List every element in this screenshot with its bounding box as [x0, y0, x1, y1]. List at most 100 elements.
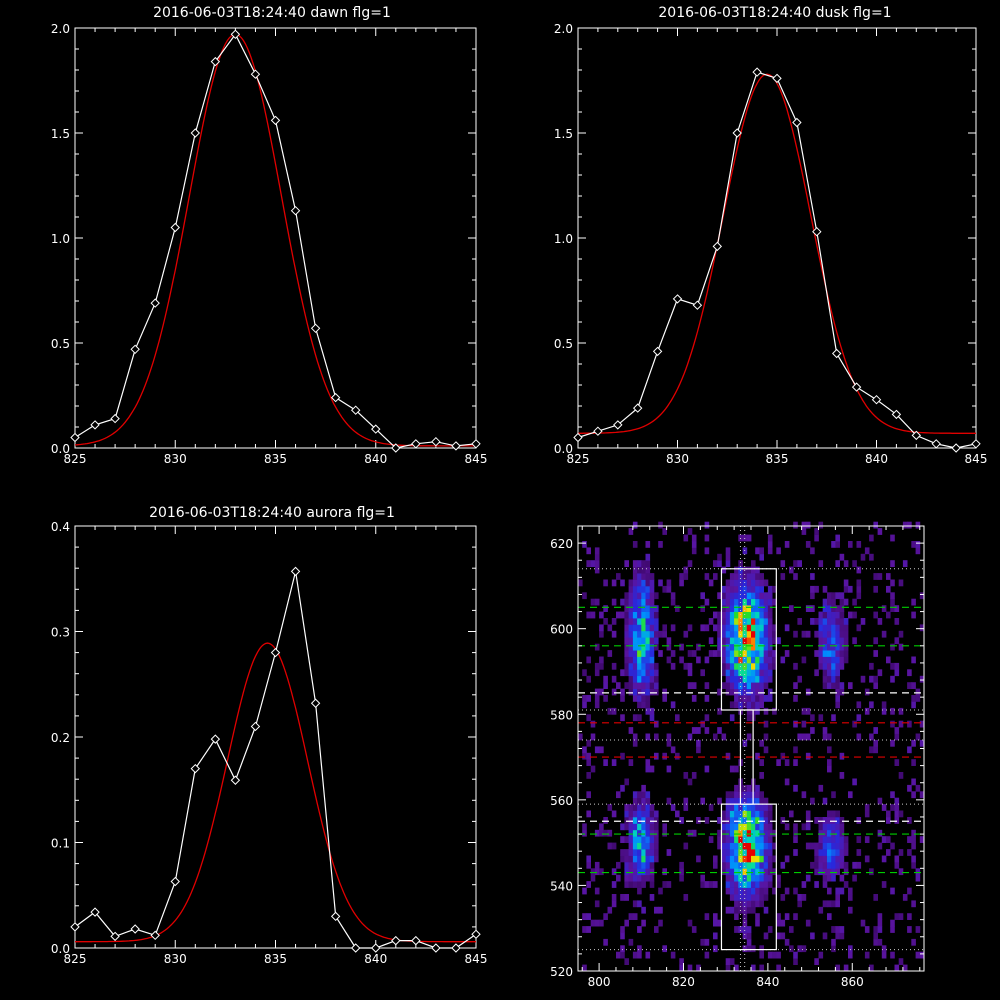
image-pixel — [869, 675, 874, 683]
image-pixel — [649, 842, 655, 850]
image-pixel — [839, 656, 845, 664]
dusk-panel: 2016-06-03T18:24:40 dusk flg=1 825 830 835… — [554, 5, 988, 466]
image-pixel — [645, 605, 651, 612]
image-pixel — [734, 650, 739, 657]
image-pixel — [835, 855, 840, 863]
image-pixel — [586, 739, 591, 747]
image-pixel — [746, 887, 752, 895]
image-pixel — [822, 932, 828, 940]
image-pixel — [864, 707, 870, 715]
image-pixel — [725, 868, 731, 876]
image-pixel — [751, 650, 756, 657]
image-pixel — [843, 849, 849, 856]
image-pixel — [772, 624, 777, 632]
image-pixel — [755, 861, 760, 869]
image-pixel — [881, 630, 887, 638]
image-pixel — [776, 759, 781, 766]
image-pixel — [822, 823, 828, 831]
image-pixel — [827, 675, 832, 683]
image-pixel — [801, 656, 807, 664]
image-pixel — [759, 662, 764, 670]
image-pixel — [649, 585, 655, 593]
image-pixel — [632, 521, 638, 529]
image-pixel — [843, 585, 849, 593]
image-pixel — [856, 579, 862, 587]
image-pixel — [767, 688, 773, 696]
image-pixel — [873, 746, 878, 754]
image-pixel — [594, 669, 600, 677]
image-pixel — [755, 669, 760, 677]
image-pixel — [637, 669, 642, 677]
image-pixel — [898, 707, 904, 715]
image-pixel — [658, 541, 663, 548]
image-pixel — [793, 560, 798, 567]
image-pixel — [632, 695, 638, 702]
dusk-y-tick-label: 2.0 — [554, 22, 573, 36]
image-pixel — [805, 605, 811, 612]
image-pixel — [759, 688, 764, 696]
image-pixel — [586, 714, 591, 722]
image-pixel — [864, 855, 870, 863]
image-pixel — [763, 836, 769, 843]
image-pixel — [763, 855, 769, 863]
image-pixel — [755, 855, 760, 863]
image-pixel — [654, 669, 659, 677]
image-pixel — [751, 624, 756, 632]
image-pixel — [810, 573, 815, 580]
image-pixel — [864, 926, 870, 933]
image-pixel — [755, 643, 760, 651]
image-pixel — [734, 829, 739, 837]
image-pixel — [856, 585, 862, 593]
image-pixel — [742, 637, 748, 645]
aurora-data-point — [350, 943, 361, 953]
image-pixel — [763, 618, 769, 625]
image-pixel — [641, 849, 646, 856]
image-pixel — [734, 881, 739, 888]
image-pixel — [772, 630, 777, 638]
image-pixel — [641, 842, 646, 850]
image-pixel — [704, 765, 710, 773]
image-pixel — [649, 817, 655, 824]
image-pixel — [915, 784, 921, 792]
image-pixel — [628, 662, 634, 670]
image-pixel — [822, 637, 828, 645]
image-pixel — [675, 714, 680, 722]
image-pixel — [632, 573, 638, 580]
image-pixel — [632, 791, 638, 799]
image-pixel — [628, 618, 634, 625]
image-pixel — [890, 707, 895, 715]
dusk-data-point — [971, 439, 981, 449]
image-pixel — [814, 868, 819, 876]
image-pixel — [763, 656, 769, 664]
image-pixel — [822, 868, 828, 876]
image-pixel — [717, 643, 722, 651]
image-pixel — [624, 611, 629, 619]
image-pixel — [873, 611, 878, 619]
image-pixel — [624, 855, 629, 863]
dawn-y-tick-label: 0.5 — [51, 337, 70, 351]
image-pixel — [742, 669, 748, 677]
image-pixel — [814, 855, 819, 863]
image-pixel — [751, 855, 756, 863]
image-pixel — [632, 861, 638, 869]
image-pixel — [729, 958, 735, 965]
image-pixel — [742, 573, 748, 580]
image-pixel — [767, 804, 773, 811]
image-pixel — [751, 682, 756, 689]
aurora-data-point — [130, 924, 140, 934]
image-pixel — [873, 926, 878, 933]
image-pixel — [662, 528, 667, 535]
image-pixel — [759, 759, 764, 766]
image-pixel — [637, 643, 642, 651]
image-pixel — [742, 810, 748, 818]
image-pixel — [704, 714, 710, 722]
image-pixel — [725, 598, 731, 606]
image-pixel — [894, 605, 900, 612]
image-y-tick-label: 540 — [550, 879, 573, 893]
image-pixel — [738, 643, 743, 651]
image-pixel — [751, 618, 756, 625]
image-pixel — [624, 592, 629, 600]
image-pixel — [654, 906, 659, 914]
image-pixel — [637, 926, 642, 933]
image-pixel — [742, 701, 748, 709]
